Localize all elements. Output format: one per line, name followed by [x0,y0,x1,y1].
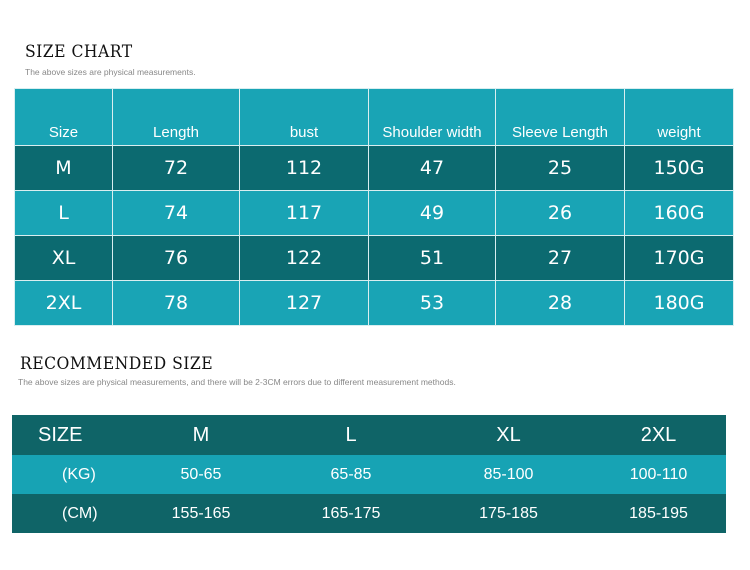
table-cell: 53 [368,280,496,326]
table-cell: 180G [624,280,734,326]
header-cell: M [126,415,276,455]
header-cell: L [276,415,426,455]
table-cell: 72 [112,145,240,191]
table-cell: 112 [239,145,369,191]
recommended-size-table: SIZE M L XL 2XL (KG) 50-65 65-85 85-100 … [12,415,726,533]
row-label: (KG) [12,455,126,494]
table-cell: 74 [112,190,240,236]
table-cell: 165-175 [276,494,426,533]
recommended-size-title: RECOMMENDED SIZE [20,354,214,374]
table-cell: 65-85 [276,455,426,494]
header-cell: XL [426,415,591,455]
header-cell: Sleeve Length [495,88,625,146]
table-row: 2XL 78 127 53 28 180G [14,280,734,326]
table-cell: 2XL [14,280,113,326]
table-cell: 76 [112,235,240,281]
table-cell: 25 [495,145,625,191]
table-cell: 117 [239,190,369,236]
size-chart-header-row: Size Length bust Shoulder width Sleeve L… [14,88,734,146]
recommended-header-row: SIZE M L XL 2XL [12,415,726,455]
table-cell: 150G [624,145,734,191]
table-cell: 26 [495,190,625,236]
header-cell: bust [239,88,369,146]
table-cell: XL [14,235,113,281]
recommended-size-subtitle: The above sizes are physical measurement… [18,377,456,387]
table-row: (KG) 50-65 65-85 85-100 100-110 [12,455,726,494]
table-cell: M [14,145,113,191]
header-cell: Length [112,88,240,146]
table-cell: 28 [495,280,625,326]
header-cell: weight [624,88,734,146]
table-cell: L [14,190,113,236]
row-label: (CM) [12,494,126,533]
table-row: XL 76 122 51 27 170G [14,235,734,281]
table-cell: 49 [368,190,496,236]
header-cell: Size [14,88,113,146]
table-cell: 27 [495,235,625,281]
table-cell: 51 [368,235,496,281]
table-cell: 185-195 [591,494,726,533]
size-chart-subtitle: The above sizes are physical measurement… [25,67,196,77]
table-cell: 85-100 [426,455,591,494]
table-row: (CM) 155-165 165-175 175-185 185-195 [12,494,726,533]
table-cell: 175-185 [426,494,591,533]
size-chart-title: SIZE CHART [25,42,133,62]
table-cell: 160G [624,190,734,236]
table-cell: 122 [239,235,369,281]
table-cell: 100-110 [591,455,726,494]
table-cell: 127 [239,280,369,326]
table-cell: 78 [112,280,240,326]
header-cell: 2XL [591,415,726,455]
table-row: L 74 117 49 26 160G [14,190,734,236]
table-cell: 50-65 [126,455,276,494]
size-chart-table: Size Length bust Shoulder width Sleeve L… [14,88,734,326]
table-cell: 170G [624,235,734,281]
table-row: M 72 112 47 25 150G [14,145,734,191]
header-cell: SIZE [12,415,126,455]
header-cell: Shoulder width [368,88,496,146]
table-cell: 155-165 [126,494,276,533]
table-cell: 47 [368,145,496,191]
